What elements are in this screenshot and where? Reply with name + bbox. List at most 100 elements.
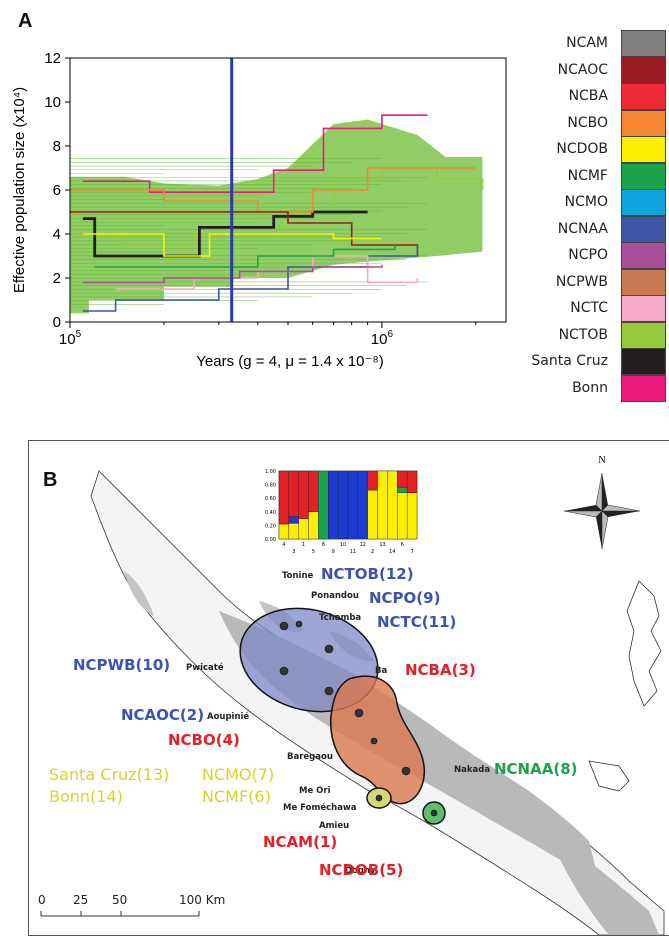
x-tick-label: 106 — [371, 329, 394, 348]
legend-label-ncam: NCAM — [566, 35, 608, 51]
inset-x-tick: 10 — [340, 542, 346, 548]
series-line-ncbo — [70, 167, 476, 213]
scale-label: 100 Km — [179, 893, 226, 907]
inset-bar-segment — [367, 489, 378, 540]
legend-swatch-ncbo — [621, 109, 666, 137]
panel-b-letter: B — [43, 469, 58, 491]
inset-y-tick: 1.00 — [265, 469, 276, 475]
legend-label-santa-cruz: Santa Cruz — [531, 353, 608, 369]
compass — [563, 472, 641, 550]
site-marker — [295, 620, 303, 628]
inset-bar-segment — [298, 470, 309, 519]
pop-label-santacruz: Santa Cruz(13) — [49, 765, 170, 784]
inset-bar-segment — [397, 487, 408, 493]
pop-label-nctc: NCTC(11) — [377, 613, 457, 631]
site-marker — [279, 621, 289, 631]
pop-label-ncpo: NCPO(9) — [369, 589, 441, 607]
panel-a-letter: A — [18, 10, 33, 32]
inset-x-tick: 2 — [371, 549, 374, 555]
legend-swatch-ncaoc — [621, 56, 666, 84]
inset-y-tick: 0.40 — [265, 510, 276, 516]
legend-swatch-ncpo — [621, 242, 666, 269]
scale-tick-0: 0 — [38, 893, 46, 907]
legend-swatch-ncdob — [621, 136, 666, 163]
place-baregaou: Baregaou — [287, 752, 333, 762]
legend-label-ncba: NCBA — [568, 88, 608, 104]
inset-x-tick: 7 — [410, 549, 413, 555]
place-ba: Ba — [375, 666, 388, 676]
place-nakada: Nakada — [454, 765, 491, 775]
y-tick-label: 10 — [44, 94, 61, 111]
inset-bar-segment — [406, 470, 418, 493]
pop-label-ncdob: NCDOB(5) — [319, 861, 404, 879]
legend-swatch-ncpwb — [621, 268, 666, 296]
legend-label-nctc: NCTC — [570, 300, 608, 316]
island-outline — [588, 760, 630, 792]
legend-swatch-ncmo — [621, 189, 666, 216]
site-marker — [279, 666, 289, 676]
series-line-ncmf — [94, 245, 396, 268]
scale-tick-25: 25 — [73, 893, 89, 907]
pop-label-nctob: NCTOB(12) — [321, 565, 414, 583]
pop-label-ncaoc: NCAOC(2) — [121, 706, 205, 724]
site-marker — [370, 737, 378, 745]
inset-bar-segment — [288, 523, 299, 540]
inset-x-tick: 4 — [282, 542, 285, 548]
pop-label-ncpwb: NCPWB(10) — [73, 656, 171, 674]
pop-label-ncam: NCAM(1) — [263, 833, 338, 851]
legend-swatch-ncam — [621, 30, 666, 57]
legend-label-ncnaa: NCNAA — [557, 220, 608, 237]
inset-y-tick: 0.00 — [265, 537, 276, 543]
inset-bar-segment — [367, 470, 378, 491]
inset-x-tick: 14 — [389, 549, 395, 555]
inset-bar-segment — [278, 523, 290, 540]
site-marker — [375, 794, 383, 802]
inset-bar-segment — [328, 470, 339, 540]
place-me-fomechawa: Me Foméchawa — [283, 803, 357, 813]
pop-label-ncmo: NCMO(7) — [202, 765, 275, 784]
y-tick-label: 2 — [53, 270, 61, 287]
place-me-ori: Me Ori — [299, 786, 331, 796]
legend-label-bonn: Bonn — [572, 379, 608, 396]
x-axis-label: Years (g = 4, μ = 1.4 x 10⁻⁸) — [196, 353, 383, 370]
legend-swatch-bonn — [621, 374, 666, 402]
place-tonine: Tonine — [282, 571, 314, 581]
legend-swatch-ncba — [621, 83, 666, 110]
inset-bar-segment — [347, 470, 359, 540]
y-tick-label: 8 — [53, 138, 61, 155]
inset-bar-chart: 0.00 0.20 0.40 0.60 0.80 1.00 4 1 8 10 12 13 6 3 5 9 11 2… — [265, 469, 418, 555]
site-marker — [324, 644, 334, 654]
inset-x-tick: 13 — [379, 542, 385, 548]
inset-bar-segment — [377, 470, 388, 540]
legend-label-nctob: NCTOB — [558, 326, 608, 343]
inset-bar-segment — [318, 470, 329, 540]
place-ponandou: Ponandou — [311, 591, 359, 601]
legend-swatch-santa-cruz — [621, 348, 666, 375]
map-panel: N 0.00 0.20 0.40 0.60 0.80 1.00 4 1 8 10 12 13 6 3 5 9 1… — [28, 440, 669, 936]
site-marker — [430, 809, 438, 817]
y-axis-label: Effective population size (x10⁴) — [11, 87, 28, 293]
place-aoupinie: Aoupinié — [207, 712, 250, 722]
inset-x-tick: 1 — [302, 542, 305, 548]
scale-bar — [40, 911, 200, 917]
inset-bar-segment — [406, 492, 418, 540]
inset-y-tick: 0.60 — [265, 496, 276, 502]
inset-x-tick: 9 — [332, 549, 335, 555]
place-tchamba: Tchamba — [319, 613, 362, 623]
inset-bar-segment — [308, 511, 319, 540]
inset-x-tick: 6 — [401, 542, 404, 548]
inset-y-tick: 0.20 — [265, 523, 276, 529]
pop-label-ncmf: NCMF(6) — [202, 787, 271, 806]
y-tick-label: 12 — [44, 50, 61, 67]
pop-label-ncnaa: NCNAA(8) — [494, 760, 578, 778]
inset-bar-segment — [308, 470, 319, 512]
place-pwicate: Pwicaté — [186, 663, 224, 673]
pop-label-ncbo: NCBO(4) — [168, 731, 240, 749]
island-outline — [626, 580, 662, 707]
legend-label-ncdob: NCDOB — [556, 141, 608, 157]
legend-swatch-nctc — [621, 295, 666, 322]
inset-x-tick: 3 — [292, 549, 295, 555]
forest-patch — [549, 836, 659, 935]
legend-label-ncaoc: NCAOC — [557, 61, 608, 78]
series-line-ncpo — [82, 264, 383, 284]
